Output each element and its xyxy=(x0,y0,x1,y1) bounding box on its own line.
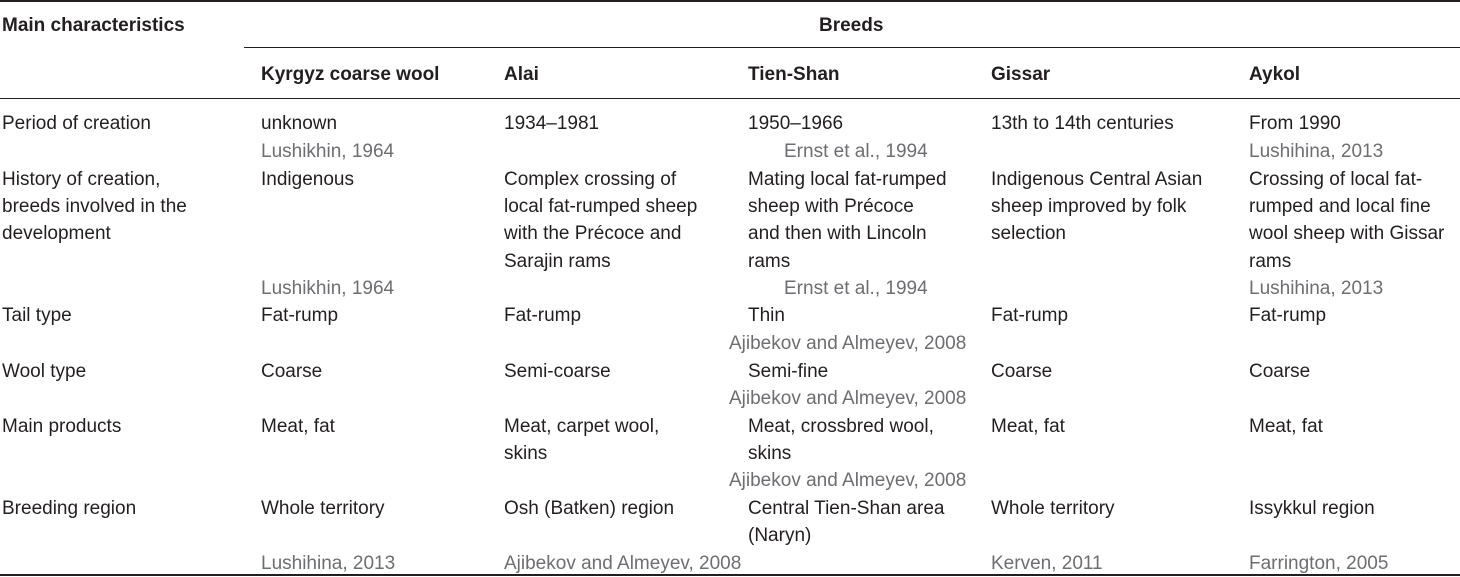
cell-history-tien-shan-line: Mating local fat-rumped xyxy=(748,169,947,190)
cell-history-gissar-line: selection xyxy=(991,223,1066,244)
reference-history-tien-shan: Ernst et al., 1994 xyxy=(784,278,928,299)
cell-tail-gissar: Fat-rump xyxy=(991,305,1069,326)
row-label-history-line: breeds involved in the xyxy=(2,196,187,217)
column-header-alai: Alai xyxy=(504,64,539,85)
table-top-rule xyxy=(0,0,1460,2)
reference-region-aykol: Farrington, 2005 xyxy=(1249,553,1389,574)
cell-products-tien-shan-line: Meat, crossbred wool, xyxy=(748,416,934,437)
breeds-group-rule xyxy=(244,47,1460,48)
cell-region-alai: Osh (Batken) region xyxy=(504,498,675,519)
cell-wool-kyrgyz: Coarse xyxy=(261,361,323,382)
cell-history-alai-line: Sarajin rams xyxy=(504,251,611,272)
cell-products-alai-line: Meat, carpet wool, xyxy=(504,416,660,437)
cell-tail-tien-shan: Thin xyxy=(748,305,785,326)
cell-history-gissar-line: sheep improved by folk xyxy=(991,196,1187,217)
cell-period-aykol: From 1990 xyxy=(1249,113,1341,134)
cell-region-aykol: Issykkul region xyxy=(1249,498,1375,519)
cell-region-gissar: Whole territory xyxy=(991,498,1115,519)
cell-tail-alai: Fat-rump xyxy=(504,305,582,326)
cell-wool-gissar: Coarse xyxy=(991,361,1053,382)
reference-history-aykol: Lushihina, 2013 xyxy=(1249,278,1384,299)
cell-region-kyrgyz: Whole territory xyxy=(261,498,385,519)
cell-history-tien-shan-line: sheep with Précoce xyxy=(748,196,914,217)
reference-period-aykol: Lushihina, 2013 xyxy=(1249,141,1384,162)
reference-region-gissar: Kerven, 2011 xyxy=(991,553,1103,574)
header-main-characteristics: Main characteristics xyxy=(2,15,185,36)
cell-history-tien-shan-line: rams xyxy=(748,251,791,272)
reference-history-kyrgyz: Lushikhin, 1964 xyxy=(261,278,395,299)
reference-region-kyrgyz: Lushihina, 2013 xyxy=(261,553,396,574)
reference-period-tien-shan: Ernst et al., 1994 xyxy=(784,141,928,162)
cell-products-aykol: Meat, fat xyxy=(1249,416,1323,437)
reference-tail: Ajibekov and Almeyev, 2008 xyxy=(729,333,967,354)
cell-history-aykol-line: wool sheep with Gissar xyxy=(1249,223,1445,244)
cell-wool-alai: Semi-coarse xyxy=(504,361,611,382)
row-label-period: Period of creation xyxy=(2,113,151,134)
cell-region-tien-shan-line: Central Tien-Shan area xyxy=(748,498,945,519)
row-label-breeding-region: Breeding region xyxy=(2,498,137,519)
cell-period-alai: 1934–1981 xyxy=(504,113,600,134)
cell-history-alai-line: Complex crossing of xyxy=(504,169,677,190)
cell-wool-aykol: Coarse xyxy=(1249,361,1311,382)
header-bottom-rule xyxy=(0,98,1460,99)
row-label-main-products: Main products xyxy=(2,416,122,437)
cell-region-tien-shan-line: (Naryn) xyxy=(748,525,812,546)
cell-products-tien-shan-line: skins xyxy=(748,443,792,464)
cell-history-aykol-line: rams xyxy=(1249,251,1292,272)
cell-history-aykol-line: Crossing of local fat- xyxy=(1249,169,1423,190)
cell-period-gissar: 13th to 14th centuries xyxy=(991,113,1174,134)
cell-products-kyrgyz: Meat, fat xyxy=(261,416,335,437)
reference-products: Ajibekov and Almeyev, 2008 xyxy=(729,470,967,491)
cell-history-kyrgyz: Indigenous xyxy=(261,169,354,190)
reference-wool: Ajibekov and Almeyev, 2008 xyxy=(729,388,967,409)
row-label-history-line: History of creation, xyxy=(2,169,161,190)
column-header-aykol: Aykol xyxy=(1249,64,1301,85)
cell-period-tien-shan: 1950–1966 xyxy=(748,113,844,134)
header-breeds: Breeds xyxy=(819,15,884,36)
column-header-kyrgyz-coarse-wool: Kyrgyz coarse wool xyxy=(261,64,440,85)
row-label-tail-type: Tail type xyxy=(2,305,72,326)
cell-history-aykol-line: rumped and local fine xyxy=(1249,196,1431,217)
column-header-tien-shan: Tien-Shan xyxy=(748,64,840,85)
cell-wool-tien-shan: Semi-fine xyxy=(748,361,829,382)
cell-products-gissar: Meat, fat xyxy=(991,416,1065,437)
column-header-gissar: Gissar xyxy=(991,64,1051,85)
cell-history-tien-shan-line: and then with Lincoln xyxy=(748,223,927,244)
cell-history-alai-line: with the Précoce and xyxy=(504,223,682,244)
cell-period-kyrgyz: unknown xyxy=(261,113,338,134)
row-label-history-line: development xyxy=(2,223,111,244)
reference-region-alai: Ajibekov and Almeyev, 2008 xyxy=(504,553,742,574)
table-bottom-rule xyxy=(0,574,1460,576)
row-label-wool-type: Wool type xyxy=(2,361,87,382)
cell-products-alai-line: skins xyxy=(504,443,548,464)
reference-period-kyrgyz: Lushikhin, 1964 xyxy=(261,141,395,162)
cell-tail-aykol: Fat-rump xyxy=(1249,305,1327,326)
cell-history-gissar-line: Indigenous Central Asian xyxy=(991,169,1203,190)
cell-history-alai-line: local fat-rumped sheep xyxy=(504,196,698,217)
cell-tail-kyrgyz: Fat-rump xyxy=(261,305,339,326)
